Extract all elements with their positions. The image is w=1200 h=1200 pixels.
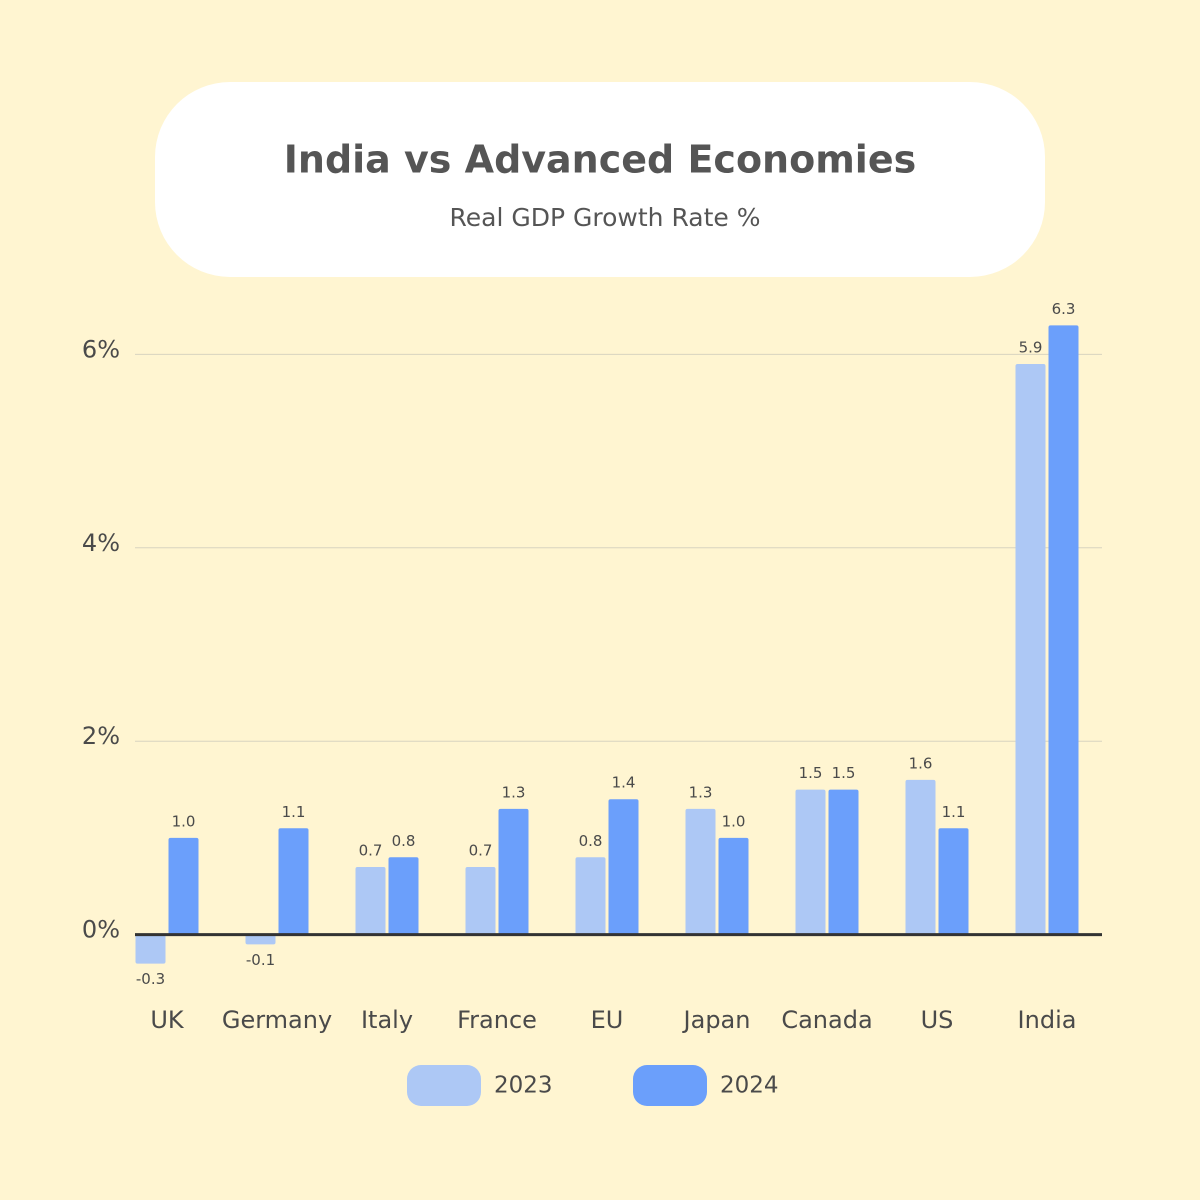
value-label: 1.6 <box>909 754 933 772</box>
title-box <box>155 82 1045 277</box>
x-tick-label: Japan <box>682 1006 751 1034</box>
value-label: 1.0 <box>722 812 746 830</box>
x-tick-label: India <box>1018 1006 1077 1034</box>
bar <box>608 799 639 935</box>
x-tick-label: France <box>457 1006 537 1034</box>
value-label: 6.3 <box>1052 300 1076 318</box>
bar <box>245 934 276 945</box>
bar <box>168 837 199 935</box>
value-label: 0.7 <box>359 841 383 859</box>
bar <box>938 828 969 935</box>
bar <box>718 837 749 935</box>
bar <box>465 866 496 935</box>
bar <box>905 779 936 935</box>
bar <box>498 808 529 935</box>
y-tick-label: 4% <box>82 529 120 557</box>
x-tick-label: Italy <box>361 1006 413 1034</box>
x-tick-label: US <box>921 1006 954 1034</box>
y-tick-label: 0% <box>82 916 120 944</box>
legend-swatch <box>633 1065 707 1106</box>
value-label: 1.1 <box>942 803 966 821</box>
value-label: 1.3 <box>689 783 713 801</box>
value-label: 1.0 <box>172 812 196 830</box>
x-tick-label: Canada <box>781 1006 872 1034</box>
value-label: 1.4 <box>612 774 636 792</box>
value-label: 0.8 <box>579 832 603 850</box>
value-label: 0.7 <box>469 841 493 859</box>
bar <box>1015 364 1046 935</box>
bar <box>828 789 859 935</box>
bar <box>355 866 386 935</box>
value-label: 1.1 <box>282 803 306 821</box>
y-tick-label: 6% <box>82 335 120 363</box>
legend-label: 2023 <box>494 1073 553 1099</box>
y-tick-label: 2% <box>82 722 120 750</box>
bar <box>135 934 166 964</box>
value-label: 0.8 <box>392 832 416 850</box>
bar <box>575 857 606 935</box>
value-label: -0.3 <box>136 970 165 988</box>
value-label: -0.1 <box>246 951 275 969</box>
value-label: 1.5 <box>832 764 856 782</box>
chart-subtitle: Real GDP Growth Rate % <box>450 203 761 232</box>
bar <box>388 857 419 935</box>
value-label: 1.3 <box>502 783 526 801</box>
x-tick-label: Germany <box>222 1006 332 1034</box>
legend-label: 2024 <box>720 1073 779 1099</box>
x-tick-label: EU <box>591 1006 624 1034</box>
bar <box>685 808 716 935</box>
x-tick-label: UK <box>150 1006 185 1034</box>
value-label: 1.5 <box>799 764 823 782</box>
legend-swatch <box>407 1065 481 1106</box>
chart-title: India vs Advanced Economies <box>284 138 916 182</box>
bar <box>278 828 309 935</box>
bar <box>1048 325 1079 935</box>
value-label: 5.9 <box>1019 339 1043 357</box>
bar <box>795 789 826 935</box>
